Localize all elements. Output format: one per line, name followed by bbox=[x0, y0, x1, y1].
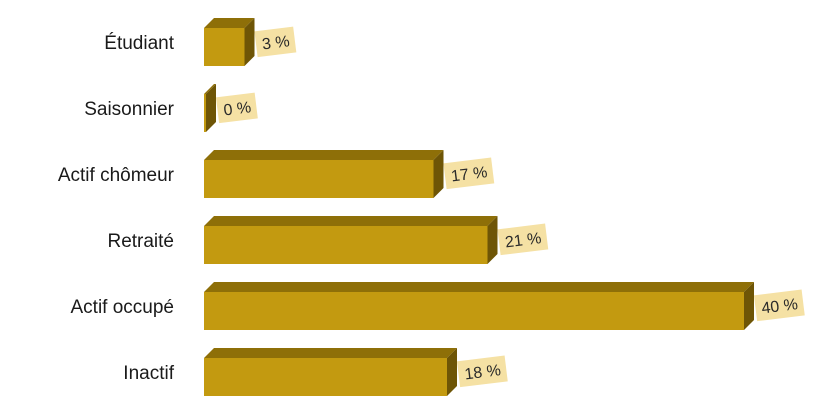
bar-side-face bbox=[487, 216, 498, 264]
data-label-text: 3 % bbox=[261, 33, 290, 53]
bar-retraite bbox=[204, 216, 498, 264]
data-label-saisonnier: 0 % bbox=[215, 92, 258, 124]
bar-side-face bbox=[244, 18, 255, 66]
data-label-etudiant: 3 % bbox=[254, 26, 297, 58]
category-label-actif-occupe: Actif occupé bbox=[71, 297, 175, 318]
data-label-bg bbox=[254, 26, 297, 58]
data-label-text: 21 % bbox=[504, 230, 542, 251]
bar-inactif bbox=[204, 348, 457, 396]
bar-front-face bbox=[204, 28, 245, 66]
bar-top-face bbox=[204, 282, 754, 292]
data-label-actif-occupe: 40 % bbox=[753, 289, 805, 322]
bar-top-face bbox=[204, 84, 216, 94]
category-label-actif-chomeur: Actif chômeur bbox=[58, 165, 175, 186]
data-label-bg bbox=[753, 289, 805, 322]
category-label-saisonnier: Saisonnier bbox=[84, 99, 174, 120]
bar-actif-chomeur bbox=[204, 150, 444, 198]
category-label-inactif: Inactif bbox=[123, 363, 174, 384]
bar-top-face bbox=[204, 216, 498, 226]
data-label-text: 17 % bbox=[450, 164, 488, 185]
bar-top-face bbox=[204, 18, 255, 28]
bars-layer bbox=[204, 18, 754, 396]
data-label-inactif: 18 % bbox=[456, 355, 508, 388]
labels-layer: Étudiant 3 % Saisonnier 0 % Actif chômeur 17 … bbox=[58, 26, 805, 388]
bar-top-face bbox=[204, 150, 444, 160]
data-label-retraite: 21 % bbox=[497, 223, 549, 256]
data-label-bg bbox=[456, 355, 508, 388]
bar-etudiant bbox=[204, 18, 255, 66]
bar-front-face bbox=[204, 358, 447, 396]
bar-front-face bbox=[204, 226, 488, 264]
data-label-text: 0 % bbox=[223, 99, 252, 119]
bar-saisonnier bbox=[204, 84, 216, 132]
bar-actif-occupe bbox=[204, 282, 754, 330]
bar-side-face bbox=[744, 282, 754, 330]
bar-front-face bbox=[204, 160, 434, 198]
bar-side-face bbox=[206, 84, 216, 132]
data-label-text: 40 % bbox=[761, 296, 799, 317]
bar-top-face bbox=[204, 348, 457, 358]
bar-side-face bbox=[447, 348, 457, 396]
data-label-actif-chomeur: 17 % bbox=[443, 157, 495, 190]
bar-front-face bbox=[204, 94, 206, 132]
data-label-bg bbox=[443, 157, 495, 190]
bar-side-face bbox=[433, 150, 444, 198]
data-label-text: 18 % bbox=[464, 362, 502, 383]
category-label-retraite: Retraité bbox=[107, 231, 174, 252]
bar-front-face bbox=[204, 292, 744, 330]
data-label-bg bbox=[497, 223, 549, 256]
category-label-etudiant: Étudiant bbox=[104, 33, 174, 54]
data-label-bg bbox=[215, 92, 258, 124]
